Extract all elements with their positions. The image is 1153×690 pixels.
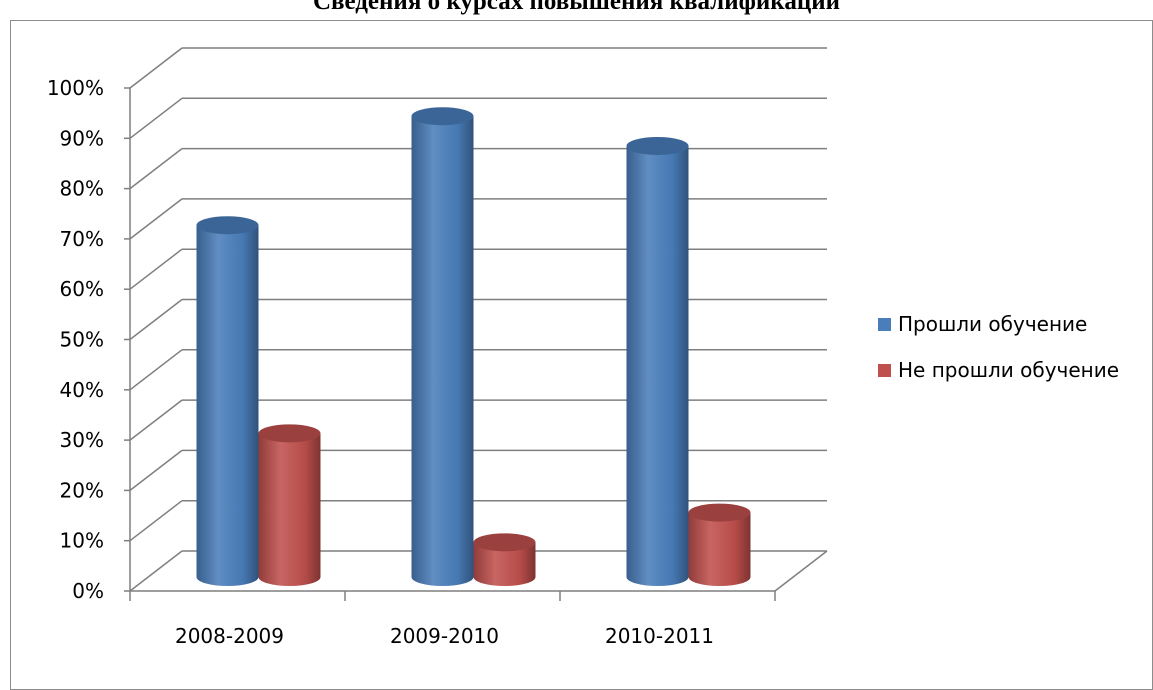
x-tick-label: 2009-2010 <box>390 624 499 648</box>
gridline-side <box>129 500 183 542</box>
y-tick-label: 70% <box>60 227 104 251</box>
legend-label: Не прошли обучение <box>898 358 1119 382</box>
gridline-side <box>129 148 183 190</box>
bar-body <box>196 225 259 587</box>
floor-right-edge <box>774 550 828 592</box>
y-tick-label: 10% <box>60 529 104 553</box>
legend: Прошли обучение Не прошли обучение <box>878 312 1119 382</box>
y-tick-label: 0% <box>72 579 104 603</box>
y-tick-label: 20% <box>60 478 104 502</box>
y-tick-label: 90% <box>60 126 104 150</box>
bar-body <box>411 116 474 586</box>
bar-top <box>258 424 321 443</box>
legend-label: Прошли обучение <box>898 312 1087 336</box>
gridline-side <box>129 349 183 391</box>
bar-top <box>473 533 536 552</box>
bar-body <box>626 145 689 586</box>
bar-2010-2011-0 <box>626 136 689 586</box>
legend-swatch <box>878 318 891 331</box>
gridline-side <box>129 449 183 491</box>
bar-2009-2010-0 <box>411 107 474 586</box>
x-tick-label: 2008-2009 <box>175 624 284 648</box>
gridline-side <box>129 97 183 139</box>
y-tick-label: 30% <box>60 428 104 452</box>
bar-2009-2010-1 <box>473 533 536 586</box>
bar-top <box>411 107 474 126</box>
gridline-side <box>129 399 183 441</box>
y-tick-label: 50% <box>60 328 104 352</box>
y-tick-label: 80% <box>60 177 104 201</box>
x-tick-label: 2010-2011 <box>605 624 714 648</box>
bar-top <box>196 216 259 235</box>
bar-body <box>473 542 536 586</box>
bar-layer <box>196 107 751 587</box>
bar-2010-2011-1 <box>688 503 751 586</box>
gridline-side <box>129 298 183 341</box>
bar-2008-2009-0 <box>196 216 259 587</box>
bar-2008-2009-1 <box>258 424 321 586</box>
legend-swatch <box>878 364 891 377</box>
label-layer: 0% 10% 20% 30% 40% 50% 60% 70% 80% 90% 100% 2008-20… <box>47 76 714 648</box>
bar-body <box>258 433 321 586</box>
y-tick-label: 100% <box>47 76 104 100</box>
chart-title: Сведения о курсах повышения квалификации <box>312 0 841 15</box>
bar-body <box>688 512 751 586</box>
gridline-side <box>129 248 183 290</box>
gridline-side <box>129 47 183 89</box>
y-tick-label: 40% <box>60 378 104 402</box>
bar-top <box>688 503 751 522</box>
gridline-side <box>129 550 183 592</box>
bar-top <box>626 136 689 155</box>
y-tick-label: 60% <box>60 277 104 301</box>
axis-layer <box>124 87 828 601</box>
gridline-side <box>129 198 183 240</box>
